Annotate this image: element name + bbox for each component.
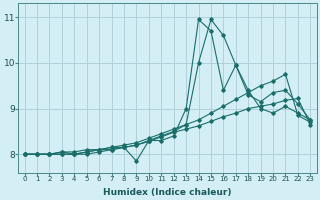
X-axis label: Humidex (Indice chaleur): Humidex (Indice chaleur) (103, 188, 232, 197)
